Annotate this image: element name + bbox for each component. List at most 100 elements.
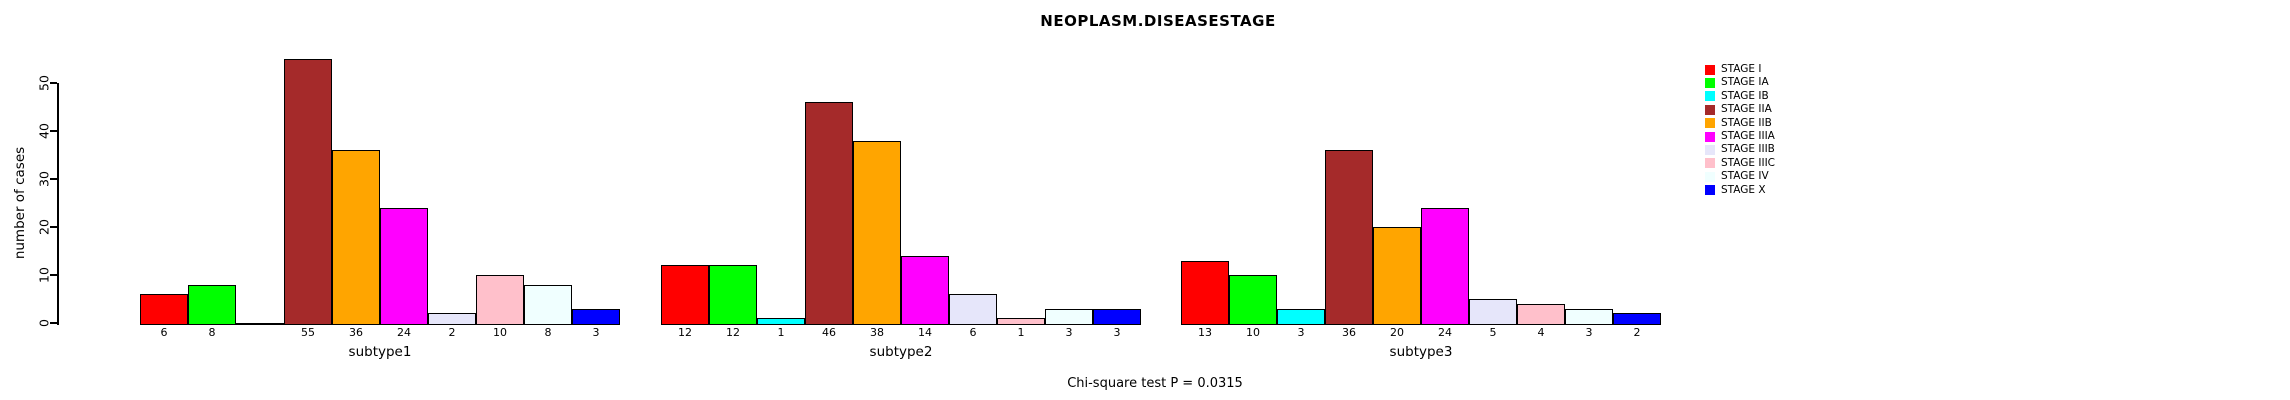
bar: [284, 59, 332, 325]
bar-value-label: 3: [592, 326, 600, 339]
y-axis-tick: [50, 178, 57, 180]
y-axis-line: [57, 83, 59, 325]
y-axis-tick-label: 30: [36, 171, 52, 187]
bar-value-label: 2: [1633, 326, 1641, 339]
legend-item: STAGE IB: [1705, 90, 1769, 103]
legend-item: STAGE I: [1705, 63, 1761, 76]
y-axis-tick: [50, 226, 57, 228]
legend-swatch: [1705, 91, 1715, 102]
bar-value-label: 5: [1489, 326, 1497, 339]
bar: [476, 275, 524, 325]
bar: [1565, 309, 1613, 325]
legend-swatch: [1705, 64, 1715, 75]
bar: [1181, 261, 1229, 325]
bar: [332, 150, 380, 325]
bar-value-label: 4: [1537, 326, 1545, 339]
legend-swatch: [1705, 144, 1715, 155]
bar: [1093, 309, 1141, 325]
y-axis-tick: [50, 322, 57, 324]
bar-value-label: 13: [1198, 326, 1212, 339]
bar: [1045, 309, 1093, 325]
bar: [524, 285, 572, 325]
bar-zero: [236, 323, 284, 325]
bar-value-label: 36: [1342, 326, 1356, 339]
legend-label: STAGE I: [1721, 63, 1762, 75]
legend-item: STAGE IA: [1705, 76, 1769, 89]
bar-value-label: 10: [493, 326, 507, 339]
category-label: subtype3: [1389, 344, 1453, 360]
legend-label: STAGE IIA: [1721, 103, 1772, 116]
bar: [428, 313, 476, 325]
y-axis-tick: [50, 82, 57, 84]
bar: [1277, 309, 1325, 325]
y-axis-tick-label: 0: [36, 319, 52, 327]
bar: [853, 141, 901, 325]
bar-value-label: 14: [918, 326, 932, 339]
legend-swatch: [1705, 171, 1715, 182]
category-label: subtype1: [348, 344, 412, 360]
legend-label: STAGE IIB: [1721, 116, 1772, 129]
bar: [1373, 227, 1421, 325]
bar: [1325, 150, 1373, 325]
bar-value-label: 24: [1438, 326, 1452, 339]
bar-value-label: 3: [1065, 326, 1073, 339]
legend-swatch: [1705, 185, 1715, 196]
legend-label: STAGE X: [1721, 183, 1766, 196]
legend-item: STAGE IIIA: [1705, 130, 1775, 143]
legend-swatch: [1705, 77, 1715, 88]
bar-value-label: 10: [1246, 326, 1260, 339]
y-axis-tick-label: 40: [36, 123, 52, 139]
bar: [709, 265, 757, 325]
bar-value-label: 2: [448, 326, 456, 339]
bar: [997, 318, 1045, 325]
legend-item: STAGE IIIC: [1705, 157, 1775, 170]
bar-value-label: 24: [397, 326, 411, 339]
legend-label: STAGE IB: [1721, 89, 1769, 102]
legend-item: STAGE IV: [1705, 170, 1769, 183]
bar: [1229, 275, 1277, 325]
category-label: subtype2: [869, 344, 933, 360]
bar-value-label: 6: [160, 326, 168, 339]
bar-value-label: 8: [544, 326, 552, 339]
bar: [757, 318, 805, 325]
bar-value-label: 1: [777, 326, 785, 339]
legend-label: STAGE IIIA: [1721, 130, 1775, 142]
bar-value-label: 46: [822, 326, 836, 339]
legend-swatch: [1705, 104, 1715, 115]
bar-value-label: 12: [678, 326, 692, 339]
legend-item: STAGE IIIB: [1705, 143, 1775, 156]
legend-item: STAGE X: [1705, 184, 1766, 197]
bar: [140, 294, 188, 325]
y-axis-tick-label: 10: [36, 267, 52, 283]
bar: [805, 102, 853, 325]
legend-label: STAGE IIIB: [1721, 143, 1775, 156]
bar-value-label: 55: [301, 326, 315, 339]
legend-swatch: [1705, 158, 1715, 169]
legend-label: STAGE IIIC: [1721, 156, 1775, 169]
bar: [1517, 304, 1565, 325]
bar-value-label: 1: [1017, 326, 1025, 339]
legend-item: STAGE IIA: [1705, 103, 1772, 116]
y-axis-tick: [50, 130, 57, 132]
bar-value-label: 3: [1113, 326, 1121, 339]
y-axis-label: number of cases: [12, 146, 28, 260]
bar: [661, 265, 709, 325]
legend-item: STAGE IIB: [1705, 117, 1772, 130]
legend-label: STAGE IA: [1721, 76, 1769, 89]
bar: [1613, 313, 1661, 325]
bar-value-label: 3: [1585, 326, 1593, 339]
bar: [1469, 299, 1517, 325]
legend-swatch: [1705, 131, 1715, 142]
legend-swatch: [1705, 118, 1715, 129]
bar: [949, 294, 997, 325]
bar-value-label: 20: [1390, 326, 1404, 339]
bar: [1421, 208, 1469, 325]
y-axis-tick-label: 20: [36, 219, 52, 235]
bar: [901, 256, 949, 325]
bar: [188, 285, 236, 325]
y-axis-tick: [50, 274, 57, 276]
bar-value-label: 6: [969, 326, 977, 339]
bar-value-label: 8: [208, 326, 216, 339]
chi-square-annotation: Chi-square test P = 0.0315: [1067, 376, 1243, 391]
